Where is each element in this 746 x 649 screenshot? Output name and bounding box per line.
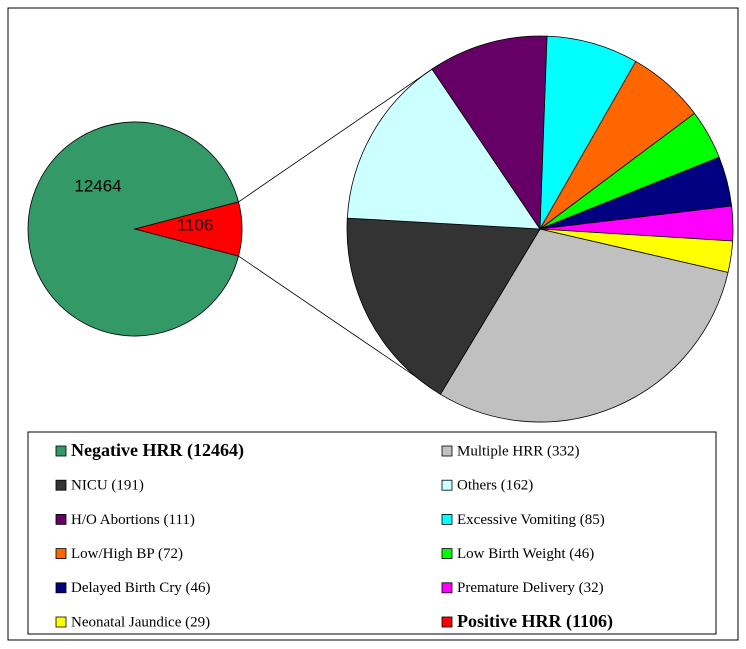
legend-label: NICU (191) (71, 478, 144, 494)
connector-line (238, 64, 438, 203)
legend-label: H/O Abortions (111) (71, 512, 195, 528)
legend-swatch (441, 479, 453, 491)
legend-swatch (441, 514, 453, 525)
legend-swatch (441, 548, 453, 559)
legend-swatch (441, 582, 453, 594)
legend-label: Negative HRR (12464) (71, 440, 244, 461)
legend-label: Excessive Vomiting (85) (457, 512, 605, 528)
legend-swatch (55, 548, 67, 559)
legend-swatch (55, 514, 67, 525)
data-label: 1106 (177, 215, 214, 234)
legend-label: Delayed Birth Cry (46) (71, 580, 211, 596)
legend-swatch (441, 445, 453, 457)
legend-label: Others (162) (457, 478, 533, 494)
sub-pie-slice (439, 228, 729, 423)
sub-pie-slice (539, 228, 734, 273)
legend-label: Neonatal Jaundice (29) (71, 614, 210, 630)
legend-swatch (55, 616, 67, 628)
data-label: 12464 (74, 176, 121, 195)
legend-label: Low Birth Weight (46) (457, 546, 594, 562)
connector-line (238, 255, 417, 378)
legend-label: Multiple HRR (332) (457, 443, 580, 459)
legend-swatch (55, 445, 67, 457)
sub-pie-slice (346, 217, 541, 395)
legend-swatch (441, 616, 453, 628)
legend-swatch (55, 479, 67, 491)
pie-slice (27, 121, 240, 337)
pie-slice (133, 201, 243, 257)
legend-label: Positive HRR (1106) (457, 611, 613, 632)
legend-label: Premature Delivery (32) (457, 580, 604, 596)
legend-box (27, 431, 717, 635)
sub-pie-slice (539, 35, 637, 230)
legend-label: Low/High BP (72) (71, 546, 183, 562)
legend-swatch (55, 582, 67, 594)
